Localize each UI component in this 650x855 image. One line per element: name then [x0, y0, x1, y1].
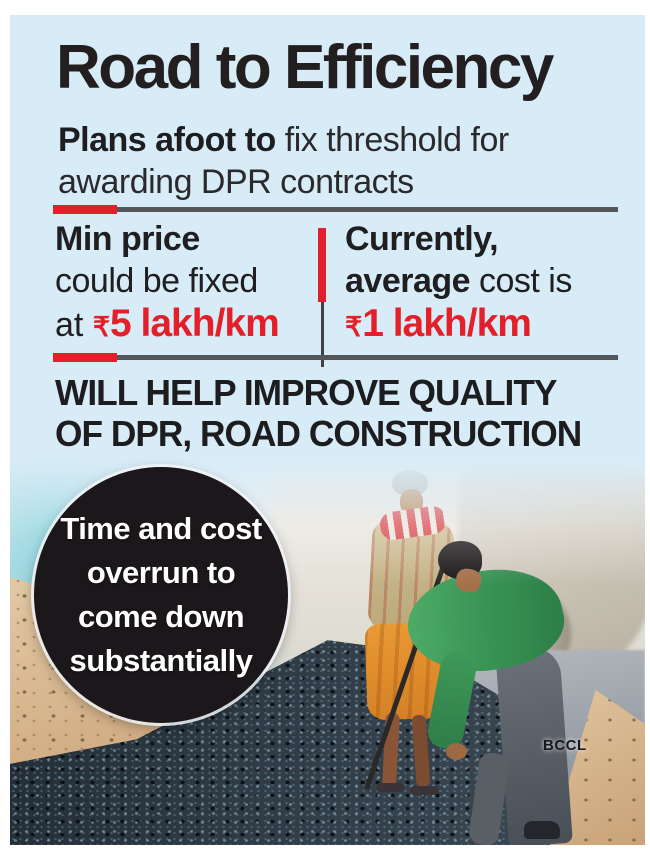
subtitle-line1: Plans afoot to fix threshold for [58, 119, 633, 161]
headline-line2: OF DPR, ROAD CONSTRUCTION [55, 413, 582, 454]
column-divider-gray [321, 302, 324, 367]
stats-row: Min price could be fixed at ₹5 lakh/km C… [10, 218, 645, 367]
stat-left-line1: Min price [55, 220, 200, 258]
worker-elderly-sandal [410, 786, 438, 795]
photo-credit: BCCL [543, 737, 587, 754]
column-divider-red [318, 228, 326, 302]
headline: WILL HELP IMPROVE QUALITY OF DPR, ROAD C… [55, 372, 623, 454]
circle-callout-line: come down [77, 599, 245, 634]
stat-left-value-line: at ₹5 lakh/km [55, 302, 315, 349]
rupee-symbol-right: ₹ [345, 312, 363, 342]
infographic-panel: Road to Efficiency Plans afoot to fix th… [10, 15, 645, 845]
worker-elderly-sandal [376, 783, 404, 792]
stat-right-value-line: ₹1 lakh/km [345, 302, 625, 349]
rule-red-segment [53, 353, 117, 362]
worker-green-shoe [524, 821, 560, 839]
headline-line1: WILL HELP IMPROVE QUALITY [55, 372, 557, 413]
photo-road-construction: Time and cost overrun to come down subst… [10, 455, 645, 845]
stat-right-line2: average cost is [345, 260, 625, 302]
stat-current-cost: Currently, average cost is ₹1 lakh/km [345, 218, 625, 349]
rule-gray-segment [117, 355, 618, 360]
divider-rule-bottom [53, 353, 618, 363]
stat-min-price: Min price could be fixed at ₹5 lakh/km [55, 218, 315, 349]
subtitle-line2: awarding DPR contracts [58, 163, 414, 201]
subtitle: Plans afoot to fix threshold for awardin… [58, 119, 633, 203]
rule-gray-segment [117, 207, 618, 212]
rule-red-segment [53, 205, 117, 214]
stat-left-value: 5 lakh/km [110, 302, 280, 345]
stat-right-value: 1 lakh/km [362, 302, 532, 345]
circle-callout-line: overrun to [86, 555, 236, 590]
circle-callout-line: Time and cost [60, 511, 262, 546]
page-title: Road to Efficiency [56, 33, 554, 102]
stat-right-rest: cost is [470, 262, 572, 300]
worker-green-hand [446, 743, 467, 760]
stat-left-prefix: at [55, 306, 93, 344]
circle-callout-line: substantially [69, 643, 254, 678]
subtitle-rest-text: fix threshold for [275, 121, 509, 159]
stat-left-line2: could be fixed [55, 262, 258, 300]
divider-rule-top [53, 205, 618, 215]
stat-right-line1: Currently, [345, 220, 499, 258]
stat-right-bold: average [345, 262, 471, 300]
subtitle-bold-text: Plans afoot to [58, 121, 276, 159]
circle-callout: Time and cost overrun to come down subst… [34, 467, 288, 723]
rupee-symbol-left: ₹ [92, 312, 110, 342]
